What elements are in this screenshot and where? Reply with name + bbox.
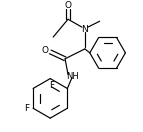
Text: F: F xyxy=(49,81,54,90)
Text: N: N xyxy=(82,25,88,34)
Text: F: F xyxy=(25,104,30,113)
Text: O: O xyxy=(64,1,72,10)
Text: NH: NH xyxy=(67,72,79,81)
Text: O: O xyxy=(42,46,49,55)
